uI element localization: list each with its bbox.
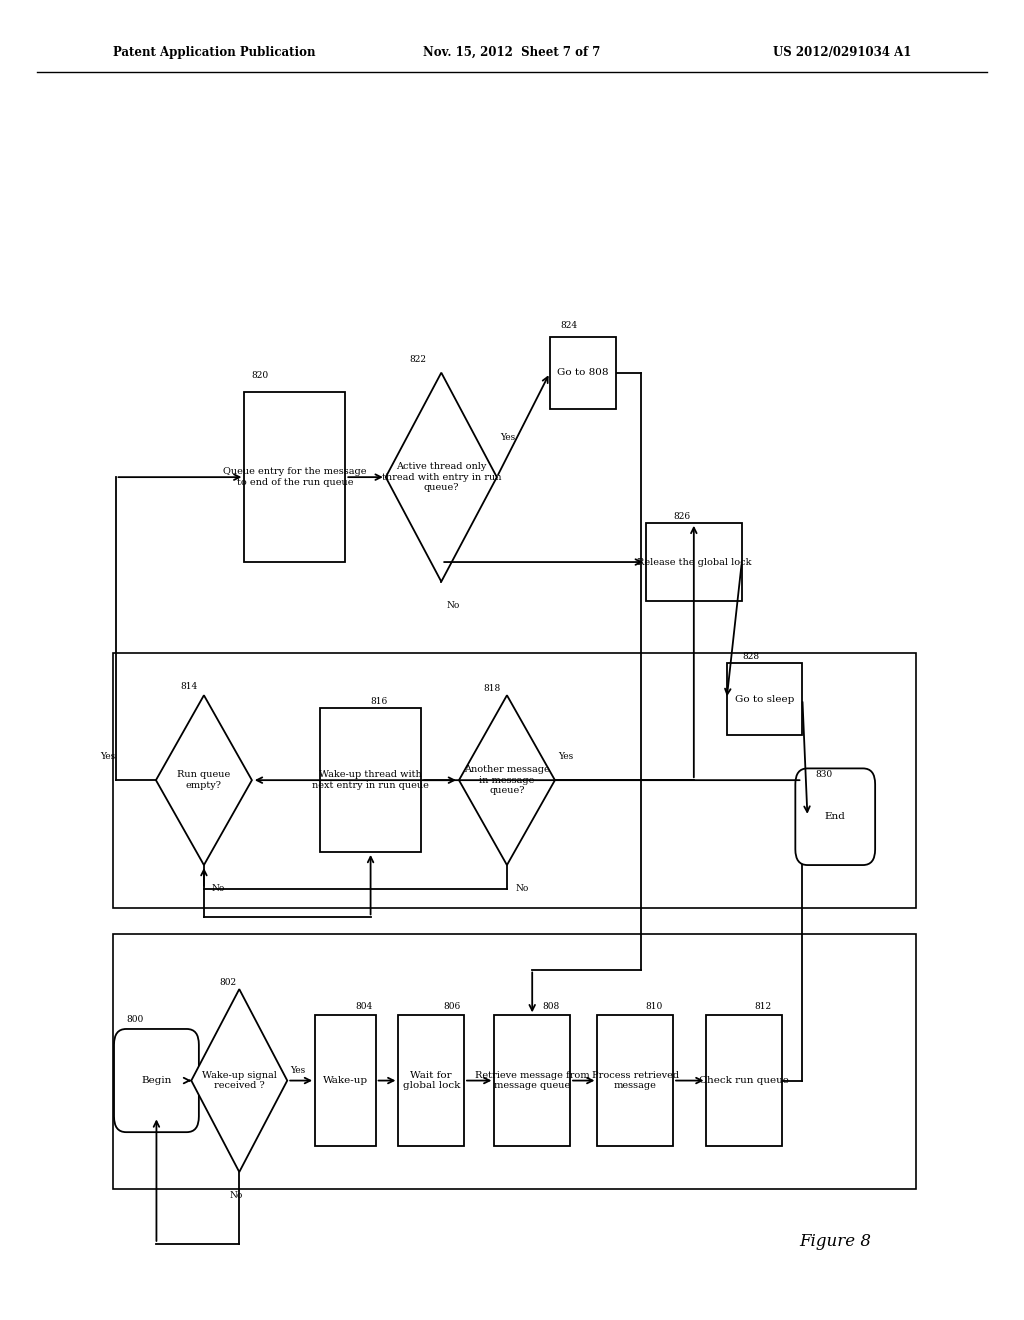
Text: Go to sleep: Go to sleep [735,694,795,704]
Text: Wake-up signal
received ?: Wake-up signal received ? [202,1071,276,1090]
Text: Release the global lock: Release the global lock [637,557,751,566]
Text: Yes: Yes [500,433,515,442]
Text: Process retrieved
message: Process retrieved message [592,1071,679,1090]
Text: Yes: Yes [100,752,116,762]
Text: 822: 822 [409,355,426,364]
Bar [727,663,803,735]
Text: 818: 818 [483,684,501,693]
Bar [495,1015,570,1146]
Text: Go to 808: Go to 808 [557,368,608,378]
Text: 802: 802 [219,978,237,987]
Text: 826: 826 [674,512,691,521]
Bar [113,653,916,908]
FancyBboxPatch shape [796,768,876,865]
Text: Yes: Yes [558,752,573,762]
Text: Run queue
empty?: Run queue empty? [177,771,230,789]
Text: 814: 814 [180,681,198,690]
Text: 820: 820 [251,371,268,380]
Text: 808: 808 [543,1002,559,1011]
Bar [550,337,615,409]
Text: 830: 830 [815,771,833,779]
Polygon shape [386,372,497,582]
Text: Queue entry for the message
to end of the run queue: Queue entry for the message to end of th… [223,467,367,487]
Text: 800: 800 [126,1015,143,1024]
Text: No: No [212,884,225,894]
Bar [245,392,345,562]
Text: US 2012/0291034 A1: US 2012/0291034 A1 [773,46,911,59]
Text: 828: 828 [742,652,760,660]
Text: Begin: Begin [141,1076,172,1085]
Text: 804: 804 [355,1002,373,1011]
Text: Yes: Yes [290,1065,305,1074]
Text: End: End [824,812,846,821]
Text: 806: 806 [443,1002,461,1011]
Text: Wait for
global lock: Wait for global lock [402,1071,460,1090]
Polygon shape [156,696,252,865]
Text: Wake-up: Wake-up [323,1076,368,1085]
Text: No: No [229,1191,243,1200]
Bar [597,1015,673,1146]
Text: Retrieve message from
message queue: Retrieve message from message queue [475,1071,590,1090]
Text: 812: 812 [755,1002,771,1011]
Bar [398,1015,464,1146]
Text: 824: 824 [560,321,578,330]
Bar [315,1015,376,1146]
Text: Figure 8: Figure 8 [800,1233,871,1250]
Text: Check run queue: Check run queue [699,1076,790,1085]
Text: No: No [446,601,460,610]
Text: No: No [515,884,528,894]
Polygon shape [191,989,288,1172]
Text: Patent Application Publication: Patent Application Publication [113,46,315,59]
Bar [113,935,916,1189]
Text: Nov. 15, 2012  Sheet 7 of 7: Nov. 15, 2012 Sheet 7 of 7 [423,46,601,59]
Bar [646,523,741,601]
Text: Wake-up thread with
next entry in run queue: Wake-up thread with next entry in run qu… [312,771,429,789]
Text: Active thread only
thread with entry in run
queue?: Active thread only thread with entry in … [382,462,501,492]
Bar [321,709,421,851]
Text: 816: 816 [371,697,388,706]
Text: Another message
in message
queue?: Another message in message queue? [464,766,550,795]
FancyBboxPatch shape [114,1030,199,1133]
Polygon shape [459,696,555,865]
Text: 810: 810 [645,1002,663,1011]
Bar [707,1015,782,1146]
